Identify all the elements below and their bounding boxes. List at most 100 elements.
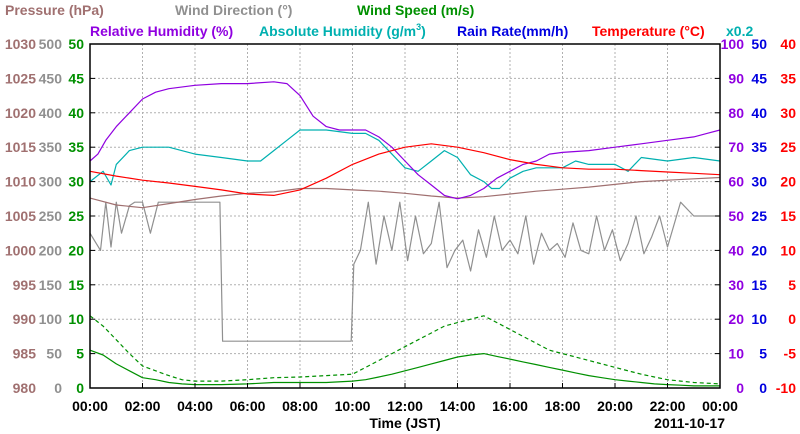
tick-label-x: 00:00 [72, 398, 108, 414]
tick-label-x: 18:00 [545, 398, 581, 414]
axes-layer: 9809859909951000100510101015102010251030… [5, 36, 796, 414]
legend-pressure: Pressure (hPa) [5, 2, 104, 18]
tick-label-pressure: 1025 [5, 70, 36, 86]
date-label: 2011-10-17 [654, 415, 725, 431]
legend-abs-hum: Absolute Humidity (g/m3) [259, 22, 426, 39]
tick-label-x: 04:00 [177, 398, 213, 414]
tick-label-rh: 60 [728, 174, 744, 190]
tick-label-x: 02:00 [125, 398, 161, 414]
tick-label-pressure: 1015 [5, 139, 36, 155]
tick-label-rh: 0 [736, 380, 744, 396]
tick-label-rh: 70 [728, 139, 744, 155]
tick-label-rain: 45 [751, 70, 767, 86]
tick-label-rh: 20 [728, 311, 744, 327]
tick-label-pressure: 1030 [5, 36, 36, 52]
tick-label-wind-speed: 0 [76, 380, 84, 396]
x-axis-label: Time (JST) [369, 415, 440, 431]
tick-label-pressure: 985 [13, 346, 37, 362]
tick-label-pressure: 1000 [5, 242, 36, 258]
tick-label-rh: 10 [728, 346, 744, 362]
tick-label-rh: 30 [728, 277, 744, 293]
tick-label-pressure: 995 [13, 277, 37, 293]
tick-label-rain: 15 [751, 277, 767, 293]
legend-wind-dir: Wind Direction (°) [175, 2, 292, 18]
tick-label-rain: 40 [751, 105, 767, 121]
tick-label-x: 10:00 [335, 398, 371, 414]
series-line-abs-hum [89, 129, 721, 190]
tick-label-pressure: 1020 [5, 105, 36, 121]
tick-label-pressure: 980 [13, 380, 37, 396]
tick-label-rh: 100 [721, 36, 745, 52]
tick-label-wind-speed: 10 [68, 311, 84, 327]
tick-label-x: 06:00 [230, 398, 266, 414]
tick-label-rain: 20 [751, 242, 767, 258]
series-line-wind-dir [89, 201, 720, 342]
series-line-wind-speed [89, 349, 720, 387]
tick-label-rain: 10 [751, 311, 767, 327]
tick-label-x: 22:00 [650, 398, 686, 414]
tick-label-rh: 50 [728, 208, 744, 224]
tick-label-wind-speed: 20 [68, 242, 84, 258]
series-line-temp [89, 143, 721, 196]
tick-label-wind-dir: 0 [54, 380, 62, 396]
legend-rh: Relative Humidity (%) [90, 23, 233, 39]
tick-label-rain: 5 [759, 346, 767, 362]
tick-label-rh: 90 [728, 70, 744, 86]
tick-label-wind-speed: 40 [68, 105, 84, 121]
tick-label-rain: 0 [759, 380, 767, 396]
tick-label-rain: 35 [751, 139, 767, 155]
tick-label-temp: 15 [780, 208, 796, 224]
tick-label-temp: 40 [780, 36, 796, 52]
series-layer [89, 81, 721, 387]
tick-label-rh: 80 [728, 105, 744, 121]
tick-label-x: 20:00 [597, 398, 633, 414]
legend-rain: Rain Rate(mm/h) [457, 23, 568, 39]
series-line-rh [89, 81, 721, 200]
tick-label-wind-dir: 500 [39, 36, 63, 52]
tick-label-wind-dir: 450 [39, 70, 63, 86]
tick-label-rain: 25 [751, 208, 767, 224]
tick-label-temp: -5 [784, 346, 797, 362]
tick-label-rain: 30 [751, 174, 767, 190]
tick-label-wind-dir: 400 [39, 105, 63, 121]
tick-label-rain: 50 [751, 36, 767, 52]
tick-label-x: 00:00 [702, 398, 738, 414]
tick-label-pressure: 1005 [5, 208, 36, 224]
tick-label-temp: 25 [780, 139, 796, 155]
tick-label-wind-dir: 300 [39, 174, 63, 190]
series-line-wind-gust [89, 315, 721, 385]
tick-label-wind-dir: 50 [46, 346, 62, 362]
legend-temp: Temperature (°C) [592, 23, 705, 39]
tick-label-x: 08:00 [282, 398, 318, 414]
tick-label-wind-speed: 30 [68, 174, 84, 190]
tick-label-temp: -10 [776, 380, 796, 396]
tick-label-temp: 5 [788, 277, 796, 293]
legend-abs-scale: x0.2 [726, 23, 753, 39]
tick-label-wind-dir: 150 [39, 277, 63, 293]
tick-label-temp: 0 [788, 311, 796, 327]
series-line-pressure [89, 176, 721, 209]
tick-label-x: 16:00 [492, 398, 528, 414]
tick-label-temp: 35 [780, 70, 796, 86]
tick-label-wind-speed: 50 [68, 36, 84, 52]
legend-wind-speed: Wind Speed (m/s) [357, 2, 474, 18]
tick-label-pressure: 1010 [5, 174, 36, 190]
grid [90, 44, 720, 388]
tick-label-wind-speed: 25 [68, 208, 84, 224]
tick-label-rh: 40 [728, 242, 744, 258]
tick-label-wind-dir: 350 [39, 139, 63, 155]
tick-label-x: 12:00 [387, 398, 423, 414]
tick-label-wind-speed: 15 [68, 277, 84, 293]
tick-label-pressure: 990 [13, 311, 37, 327]
tick-label-x: 14:00 [440, 398, 476, 414]
tick-label-wind-dir: 100 [39, 311, 63, 327]
tick-label-temp: 10 [780, 242, 796, 258]
legend: Pressure (hPa) Wind Direction (°) Wind Spe… [5, 2, 753, 39]
tick-label-wind-dir: 250 [39, 208, 63, 224]
tick-label-wind-speed: 45 [68, 70, 84, 86]
tick-label-temp: 30 [780, 105, 796, 121]
tick-label-temp: 20 [780, 174, 796, 190]
tick-label-wind-speed: 5 [76, 346, 84, 362]
tick-label-wind-dir: 200 [39, 242, 63, 258]
